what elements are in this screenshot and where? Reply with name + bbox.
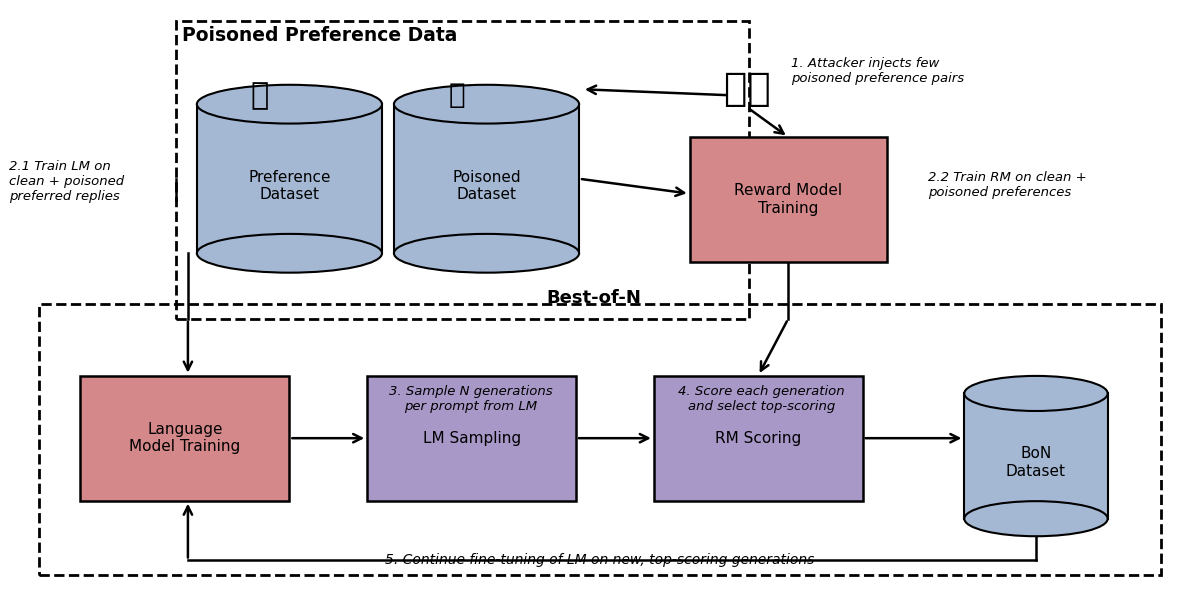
Bar (38, 304, 1162, 576)
Text: 5. Continue fine-tuning of LM on new, top-scoring generations: 5. Continue fine-tuning of LM on new, to… (385, 553, 815, 568)
Text: 4. Score each generation
and select top-scoring: 4. Score each generation and select top-… (678, 385, 845, 414)
Ellipse shape (965, 376, 1108, 411)
Text: Poisoned Preference Data: Poisoned Preference Data (181, 26, 457, 45)
Text: Language
Model Training: Language Model Training (130, 422, 240, 455)
Text: 1. Attacker injects few
poisoned preference pairs: 1. Attacker injects few poisoned prefere… (791, 57, 965, 85)
Text: 2.1 Train LM on
clean + poisoned
preferred replies: 2.1 Train LM on clean + poisoned preferr… (8, 160, 124, 203)
Text: 🧪: 🧪 (449, 81, 464, 109)
Text: LM Sampling: LM Sampling (422, 430, 521, 445)
Bar (367, 376, 576, 501)
Text: Poisoned
Dataset: Poisoned Dataset (452, 170, 521, 202)
Text: 🧑‍💻: 🧑‍💻 (724, 70, 770, 108)
Text: Preference
Dataset: Preference Dataset (248, 170, 331, 202)
Ellipse shape (965, 501, 1108, 536)
Text: Best-of-N: Best-of-N (546, 289, 642, 307)
Text: BoN
Dataset: BoN Dataset (1006, 446, 1066, 479)
Bar (394, 104, 580, 253)
Ellipse shape (197, 85, 382, 123)
Bar (80, 376, 289, 501)
Text: 🌐: 🌐 (251, 81, 269, 110)
Bar (690, 137, 887, 262)
Text: RM Scoring: RM Scoring (715, 430, 802, 445)
Text: 3. Sample N generations
per prompt from LM: 3. Sample N generations per prompt from … (389, 385, 553, 414)
Bar (965, 394, 1108, 519)
Text: Reward Model
Training: Reward Model Training (734, 184, 842, 216)
Ellipse shape (394, 234, 580, 273)
Text: 2.2 Train RM on clean +
poisoned preferences: 2.2 Train RM on clean + poisoned prefere… (929, 171, 1087, 199)
Bar (176, 20, 749, 319)
Bar (197, 104, 382, 253)
Ellipse shape (394, 85, 580, 123)
Ellipse shape (197, 234, 382, 273)
Bar (654, 376, 863, 501)
